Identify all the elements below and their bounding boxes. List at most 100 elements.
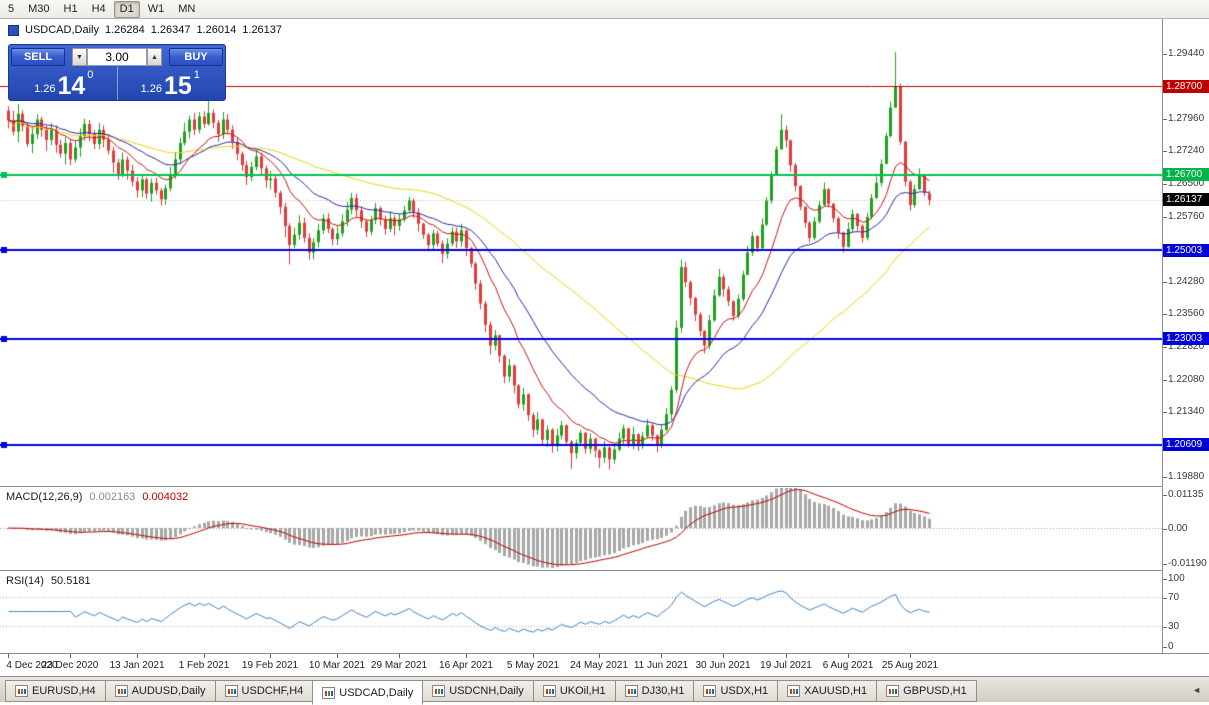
bid-price-display: 1.26 14 0 [11,67,117,100]
price-axis[interactable]: 1.29440 1.27960 1.27240 1.26500 1.25760 1.242… [1162,19,1209,653]
timeframe-button-h4[interactable]: H4 [91,2,106,15]
pane-separator-macd[interactable] [0,486,1162,489]
chart-tab-dj30-h1[interactable]: DJ30,H1 [614,680,695,702]
price-tag-1.23003: 1.23003 [1163,332,1209,346]
chart-window: USDCAD,Daily 1.26284 1.26347 1.26014 1.2… [0,19,1209,676]
macd-axis-label: -0.01190 [1163,558,1207,569]
chart-tab-xauusd-h1[interactable]: XAUUSD,H1 [777,680,878,702]
tab-label: EURUSD,H4 [32,685,96,697]
tab-chart-icon [886,685,900,697]
macd-value: 0.002163 [89,491,136,503]
ask-price-display: 1.26 15 1 [116,67,224,100]
price-axis-tick-label: 1.26500 [1162,177,1205,189]
tab-chart-icon [224,685,238,697]
chart-symbol-ohlc: USDCAD,Daily 1.26284 1.26347 1.26014 1.2… [8,24,282,36]
time-axis[interactable]: 4 Dec 2020 23 Dec 2020 13 Jan 2021 1 Feb 20… [0,653,1209,676]
ohlc-close: 1.26137 [242,24,283,36]
price-tag-1.26137: 1.26137 [1163,193,1209,207]
volume-control: ▼ 3.00 ▲ [72,48,162,66]
ohlc-high: 1.26347 [150,24,191,36]
timeframe-button-h1[interactable]: H1 [63,2,78,15]
tab-label: XAUUSD,H1 [804,685,868,697]
ohlc-low: 1.26014 [196,24,237,36]
trade-panel-controls: SELL ▼ 3.00 ▲ BUY [11,47,223,67]
price-axis-tick-label: 1.29440 [1162,47,1205,59]
ask-price-big: 15 [163,72,192,100]
time-axis-label: 30 Jun 2021 [695,660,751,671]
chart-tab-ukoil-h1[interactable]: UKOil,H1 [532,680,616,702]
time-axis-tick [786,654,787,658]
chart-tab-eurusd-h4[interactable]: EURUSD,H4 [5,680,106,702]
time-axis-tick [848,654,849,658]
chart-tab-gbpusd-h1[interactable]: GBPUSD,H1 [876,680,977,702]
chevron-down-icon: ▼ [76,53,83,61]
time-axis-tick [337,654,338,658]
sell-button[interactable]: SELL [11,48,65,66]
time-axis-tick [661,654,662,658]
rsi-label: RSI(14) [6,575,44,587]
time-axis-label: 13 Jan 2021 [109,660,165,671]
volume-increase-button[interactable]: ▲ [147,48,162,66]
price-axis-tick-label: 1.22820 [1162,340,1205,352]
tab-label: AUDUSD,Daily [131,685,206,697]
price-axis-tick-label: 1.27240 [1162,145,1205,157]
ohlc-open: 1.26284 [104,24,145,36]
tab-scroll-left-icon[interactable]: ◄ [1192,685,1201,695]
tab-label: USDCNH,Daily [449,685,524,697]
macd-axis-label: 0.01135 [1162,489,1204,500]
chart-tab-usdx-h1[interactable]: USDX,H1 [693,680,779,702]
timeframe-button-5[interactable]: 5 [8,2,15,15]
timeframe-button-d1[interactable]: D1 [113,0,140,18]
chevron-up-icon: ▲ [151,53,158,61]
chart-tabs: EURUSD,H4 AUDUSD,Daily USDCHF,H4 USDCAD,Dai… [5,680,977,705]
tab-label: DJ30,H1 [641,685,685,697]
tab-chart-icon [322,686,336,699]
price-axis-tick-label: 1.21340 [1162,406,1205,418]
price-tag-1.25003: 1.25003 [1163,243,1209,257]
tab-chart-icon [787,685,801,697]
rsi-indicator-canvas[interactable] [0,572,1162,653]
time-axis-label: 4 Dec 2020 [6,660,58,671]
time-axis-tick [533,654,534,658]
price-axis-tick-label: 1.22080 [1162,373,1205,385]
time-axis-label: 10 Mar 2021 [308,660,366,671]
macd-axis-label: 0.00 [1162,523,1188,535]
time-axis-label: 25 Aug 2021 [881,660,939,671]
price-tag-1.26700: 1.26700 [1163,168,1209,182]
price-axis-tick-label: 1.25760 [1162,210,1205,222]
chart-tab-usdchf-h4[interactable]: USDCHF,H4 [214,680,314,702]
macd-header: MACD(12,26,9) 0.002163 0.004032 [6,491,188,503]
ask-price-pip: 1 [193,69,200,81]
price-axis-tick-label: 1.23560 [1162,308,1205,320]
time-axis-tick [270,654,271,658]
timeframe-button-m30[interactable]: M30 [28,2,50,15]
volume-decrease-button[interactable]: ▼ [72,48,87,66]
time-axis-label: 29 Mar 2021 [370,660,428,671]
ask-price-prefix: 1.26 [140,83,162,95]
time-axis-tick [70,654,71,658]
chart-tab-audusd-daily[interactable]: AUDUSD,Daily [104,680,216,702]
time-axis-tick [204,654,205,658]
time-axis-tick [723,654,724,658]
timeframe-button-w1[interactable]: W1 [147,2,165,15]
time-axis-label: 23 Dec 2020 [41,660,99,671]
pane-separator-rsi[interactable] [0,570,1162,573]
tab-label: USDCAD,Daily [339,686,414,699]
buy-button[interactable]: BUY [169,48,223,66]
timeframe-button-mn[interactable]: MN [178,2,196,15]
volume-input[interactable]: 3.00 [87,48,147,66]
chart-tab-usdcnh-daily[interactable]: USDCNH,Daily [422,680,534,702]
time-axis-tick [8,654,9,658]
rsi-value: 50.5181 [50,575,91,587]
tab-chart-icon [114,685,128,697]
tab-label: UKOil,H1 [559,685,606,697]
price-axis-tick-label: 1.24280 [1162,276,1205,288]
time-axis-label: 1 Feb 2021 [178,660,230,671]
macd-indicator-canvas[interactable] [0,488,1162,570]
time-axis-label: 24 May 2021 [570,660,628,671]
bid-price-big: 14 [57,72,86,100]
tab-label: GBPUSD,H1 [903,685,967,697]
one-click-trading-panel: SELL ▼ 3.00 ▲ BUY 1.26 14 0 1.26 15 1 [8,44,226,101]
tab-chart-icon [432,685,446,697]
chart-tab-usdcad-daily[interactable]: USDCAD,Daily [312,680,424,705]
